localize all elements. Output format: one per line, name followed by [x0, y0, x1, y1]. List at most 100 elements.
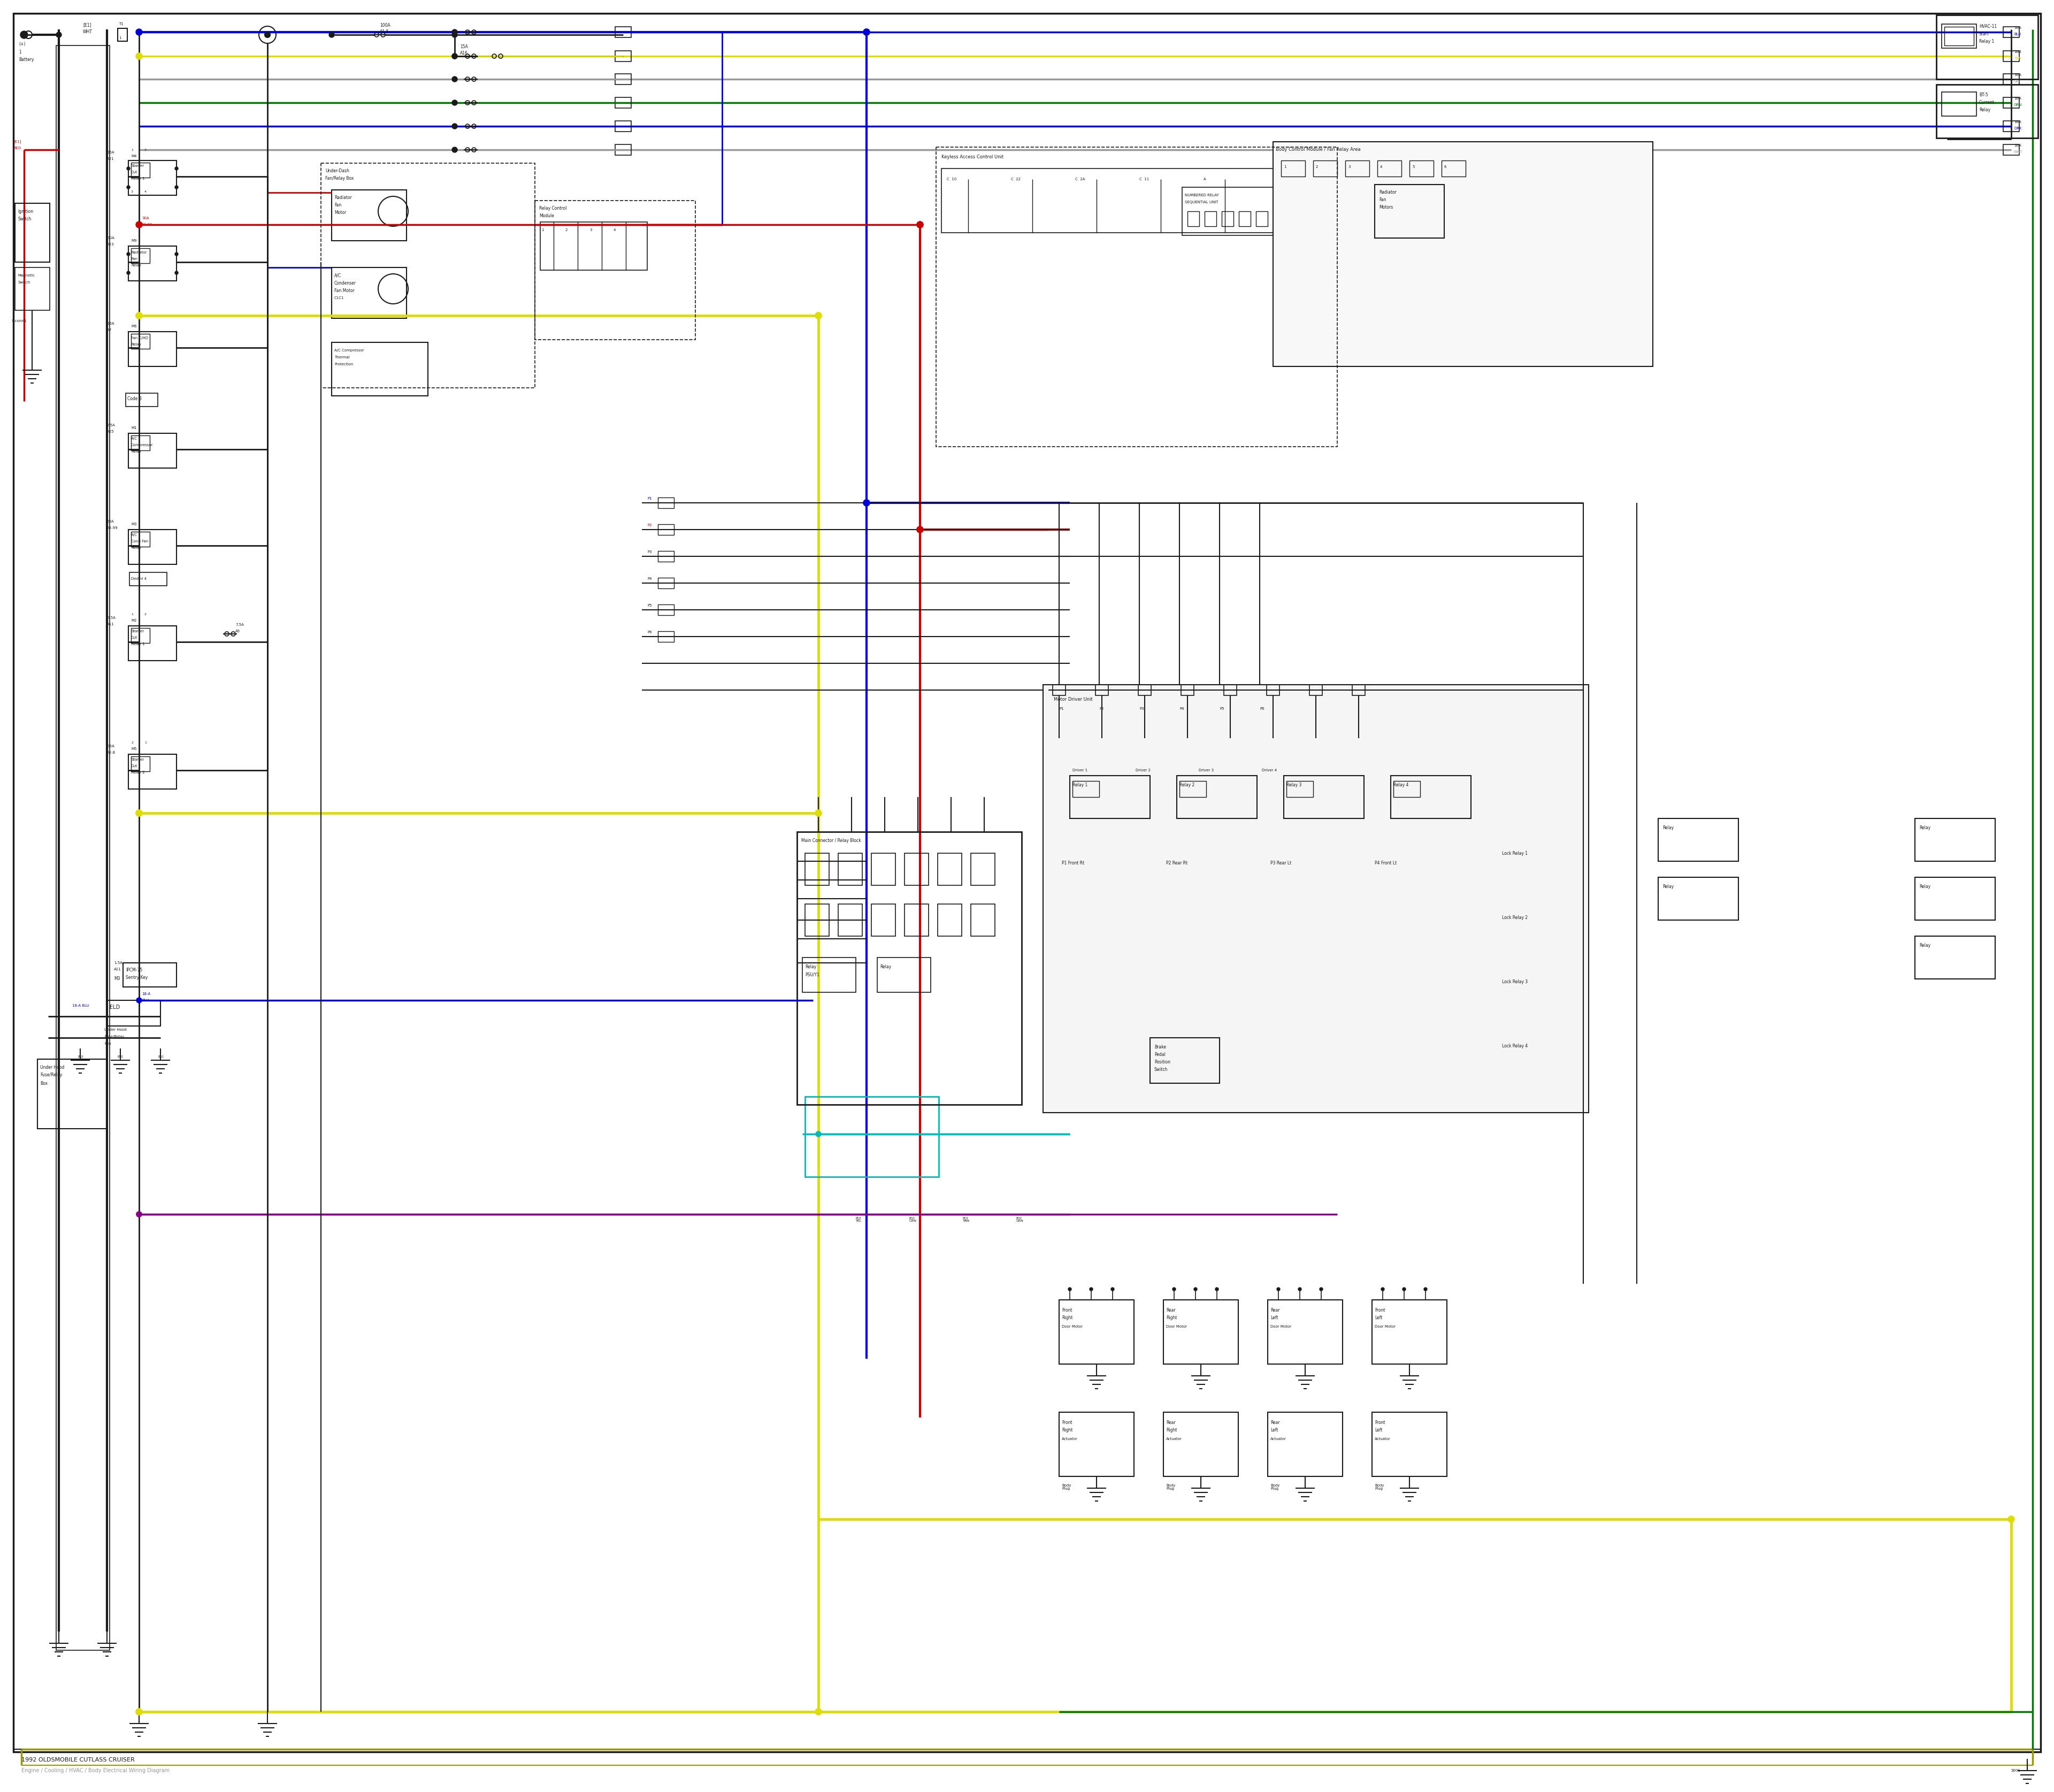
Text: P4 Front Lt: P4 Front Lt	[1374, 860, 1397, 866]
Text: Body
Plug: Body Plug	[1167, 1484, 1175, 1491]
Text: 30A: 30A	[107, 237, 115, 240]
Bar	[939, 853, 961, 885]
Bar	[657, 550, 674, 561]
Bar	[331, 190, 407, 240]
Bar	[1150, 1038, 1220, 1082]
Bar	[1282, 161, 1304, 177]
Circle shape	[863, 29, 869, 36]
Bar	[1267, 1412, 1343, 1477]
Text: P2: P2	[1099, 708, 1103, 710]
Circle shape	[815, 312, 822, 319]
Text: Motor: Motor	[335, 210, 347, 215]
Text: Current: Current	[1980, 100, 1994, 106]
Text: Door Motor: Door Motor	[1167, 1324, 1187, 1328]
Bar	[904, 903, 928, 935]
Text: Relay: Relay	[1918, 885, 1931, 889]
Text: M5: M5	[131, 747, 138, 751]
Text: Under Hood: Under Hood	[105, 1029, 127, 1032]
Text: Relay 1: Relay 1	[131, 643, 146, 645]
Circle shape	[1173, 1288, 1175, 1290]
Text: 1: 1	[131, 149, 134, 151]
Text: Cut: Cut	[131, 765, 138, 767]
Bar	[1658, 878, 1738, 919]
Text: WHT: WHT	[2013, 151, 2023, 154]
Text: P6: P6	[647, 631, 651, 634]
Text: Rear: Rear	[1269, 1308, 1280, 1314]
Text: A7: A7	[107, 328, 111, 332]
Text: A2-99: A2-99	[107, 527, 117, 530]
Text: Relay 1: Relay 1	[1072, 783, 1087, 788]
Text: Front: Front	[1374, 1421, 1384, 1425]
Text: Fan: Fan	[1378, 197, 1386, 202]
Circle shape	[1423, 1288, 1428, 1290]
Text: Brake: Brake	[1154, 1045, 1167, 1050]
Text: Box: Box	[105, 1041, 111, 1045]
Circle shape	[55, 32, 62, 38]
Text: Actuator: Actuator	[1167, 1437, 1181, 1441]
Circle shape	[1089, 1288, 1093, 1290]
Bar	[1043, 685, 1588, 1113]
Bar	[1273, 142, 1653, 366]
Text: P1 Front Rt: P1 Front Rt	[1062, 860, 1085, 866]
Bar	[1372, 1299, 1446, 1364]
Bar	[1243, 719, 1296, 762]
Text: 5: 5	[1413, 165, 1415, 168]
Bar	[1177, 776, 1257, 819]
Text: Relay: Relay	[805, 964, 815, 969]
Text: P4: P4	[1179, 708, 1183, 710]
Text: P1: P1	[647, 496, 651, 500]
Bar	[131, 756, 150, 771]
Bar	[1306, 211, 1319, 226]
Text: Front: Front	[1062, 1421, 1072, 1425]
Text: 18-A: 18-A	[142, 993, 150, 996]
Bar	[657, 604, 674, 615]
Circle shape	[452, 29, 458, 34]
Circle shape	[136, 54, 142, 59]
Text: GRY: GRY	[2013, 79, 2021, 82]
Bar	[1286, 781, 1313, 797]
Bar	[1267, 685, 1280, 695]
Text: A25: A25	[107, 430, 115, 434]
Text: Cut: Cut	[131, 636, 138, 640]
Text: A2-8: A2-8	[107, 751, 115, 754]
Text: 2: 2	[144, 149, 146, 151]
Text: Driver 4: Driver 4	[1261, 769, 1278, 772]
Bar	[1138, 685, 1150, 695]
Circle shape	[127, 271, 129, 274]
Text: Thermal: Thermal	[335, 357, 349, 358]
Bar	[1497, 1032, 1573, 1077]
Text: A/C: A/C	[335, 272, 341, 278]
Bar	[2003, 97, 2019, 108]
Text: Lock Relay 4: Lock Relay 4	[1501, 1043, 1528, 1048]
Text: 4: 4	[1380, 165, 1382, 168]
Bar	[939, 903, 961, 935]
Text: Driver 3: Driver 3	[1200, 769, 1214, 772]
Bar	[805, 903, 830, 935]
Text: P5: P5	[647, 604, 651, 607]
Text: (+): (+)	[18, 41, 25, 47]
Text: 1: 1	[18, 50, 21, 54]
Text: Relay: Relay	[1918, 943, 1931, 948]
Bar	[871, 903, 896, 935]
Text: C  2A: C 2A	[1074, 177, 1085, 181]
Text: Protection: Protection	[335, 362, 353, 366]
Circle shape	[452, 147, 458, 152]
Bar	[123, 962, 177, 987]
Text: 3: 3	[1347, 165, 1349, 168]
Bar	[1378, 161, 1401, 177]
Text: Relay 3: Relay 3	[1286, 783, 1302, 788]
Bar	[657, 498, 674, 509]
Text: A21: A21	[107, 158, 115, 161]
Bar	[1372, 1412, 1446, 1477]
Bar	[1409, 161, 1434, 177]
Text: WHT: WHT	[82, 29, 92, 34]
Bar	[614, 27, 631, 38]
Bar	[657, 631, 674, 642]
Text: Box: Box	[41, 1081, 47, 1086]
Bar	[1374, 185, 1444, 238]
Circle shape	[815, 810, 822, 817]
Text: Relay 2: Relay 2	[1179, 783, 1195, 788]
Circle shape	[815, 1131, 822, 1136]
Circle shape	[1298, 1288, 1302, 1290]
Text: Body
Plug: Body Plug	[1374, 1484, 1384, 1491]
